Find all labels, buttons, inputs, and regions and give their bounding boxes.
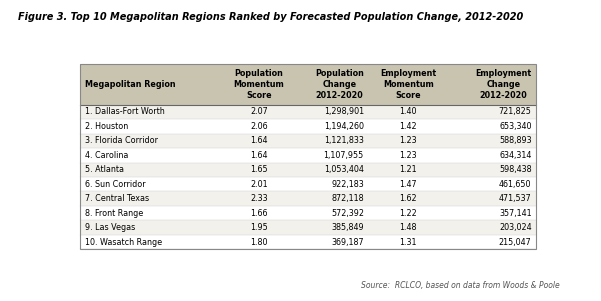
Text: 1.64: 1.64: [251, 151, 268, 160]
Text: 2.01: 2.01: [250, 180, 268, 189]
Text: 357,141: 357,141: [499, 209, 531, 218]
Bar: [80, 148, 536, 163]
Text: 1.31: 1.31: [400, 237, 417, 247]
Text: 461,650: 461,650: [499, 180, 531, 189]
Bar: [80, 220, 536, 235]
Text: Population
Change
2012-2020: Population Change 2012-2020: [315, 69, 364, 100]
Text: 653,340: 653,340: [499, 122, 531, 131]
Bar: [80, 206, 536, 220]
Text: 385,849: 385,849: [331, 223, 364, 232]
Text: 598,438: 598,438: [499, 165, 531, 174]
Text: 922,183: 922,183: [331, 180, 364, 189]
Text: 588,893: 588,893: [499, 136, 531, 145]
Text: 721,825: 721,825: [499, 107, 531, 116]
Text: 634,314: 634,314: [499, 151, 531, 160]
Bar: [80, 191, 536, 206]
Text: Figure 3. Top 10 Megapolitan Regions Ranked by Forecasted Population Change, 201: Figure 3. Top 10 Megapolitan Regions Ran…: [18, 12, 523, 22]
Text: 9. Las Vegas: 9. Las Vegas: [85, 223, 136, 232]
Text: Source:  RCLCO, based on data from Woods & Poole: Source: RCLCO, based on data from Woods …: [361, 281, 560, 290]
Text: 1.62: 1.62: [399, 194, 417, 203]
Text: Employment
Change
2012-2020: Employment Change 2012-2020: [475, 69, 531, 100]
Text: 215,047: 215,047: [499, 237, 531, 247]
Text: 2.07: 2.07: [250, 107, 268, 116]
Text: 1.23: 1.23: [399, 136, 417, 145]
Text: 203,024: 203,024: [499, 223, 531, 232]
Text: 6. Sun Corridor: 6. Sun Corridor: [85, 180, 146, 189]
Text: 1,298,901: 1,298,901: [324, 107, 364, 116]
Text: 1,107,955: 1,107,955: [324, 151, 364, 160]
Text: 1.66: 1.66: [251, 209, 268, 218]
Text: 1,121,833: 1,121,833: [324, 136, 364, 145]
Bar: [80, 105, 536, 119]
Text: 8. Front Range: 8. Front Range: [85, 209, 144, 218]
Text: 5. Atlanta: 5. Atlanta: [85, 165, 124, 174]
Text: 1.65: 1.65: [250, 165, 268, 174]
Bar: [80, 177, 536, 191]
Bar: [80, 235, 536, 249]
Text: 1,053,404: 1,053,404: [324, 165, 364, 174]
Text: 2.06: 2.06: [250, 122, 268, 131]
Text: 1.22: 1.22: [399, 209, 417, 218]
Bar: [80, 163, 536, 177]
Bar: [80, 64, 536, 249]
Text: 1.40: 1.40: [400, 107, 417, 116]
Text: 1.47: 1.47: [399, 180, 417, 189]
Text: Population
Momentum
Score: Population Momentum Score: [234, 69, 284, 100]
Text: 1. Dallas-Fort Worth: 1. Dallas-Fort Worth: [85, 107, 165, 116]
Text: Megapolitan Region: Megapolitan Region: [85, 80, 176, 89]
Text: 572,392: 572,392: [331, 209, 364, 218]
Text: 2. Houston: 2. Houston: [85, 122, 129, 131]
Text: 10. Wasatch Range: 10. Wasatch Range: [85, 237, 162, 247]
Bar: [80, 64, 536, 105]
Text: 369,187: 369,187: [331, 237, 364, 247]
Text: 1.80: 1.80: [251, 237, 268, 247]
Text: 1.42: 1.42: [399, 122, 417, 131]
Text: 1.23: 1.23: [399, 151, 417, 160]
Text: 7. Central Texas: 7. Central Texas: [85, 194, 150, 203]
Text: 872,118: 872,118: [331, 194, 364, 203]
Text: Employment
Momentum
Score: Employment Momentum Score: [380, 69, 436, 100]
Bar: [80, 119, 536, 134]
Text: 471,537: 471,537: [499, 194, 531, 203]
Text: 1.48: 1.48: [400, 223, 417, 232]
Text: 3. Florida Corridor: 3. Florida Corridor: [85, 136, 159, 145]
Text: 1.21: 1.21: [399, 165, 417, 174]
Text: 1.64: 1.64: [251, 136, 268, 145]
Text: 1.95: 1.95: [250, 223, 268, 232]
Bar: [80, 134, 536, 148]
Text: 2.33: 2.33: [250, 194, 268, 203]
Text: 1,194,260: 1,194,260: [324, 122, 364, 131]
Text: 4. Carolina: 4. Carolina: [85, 151, 129, 160]
